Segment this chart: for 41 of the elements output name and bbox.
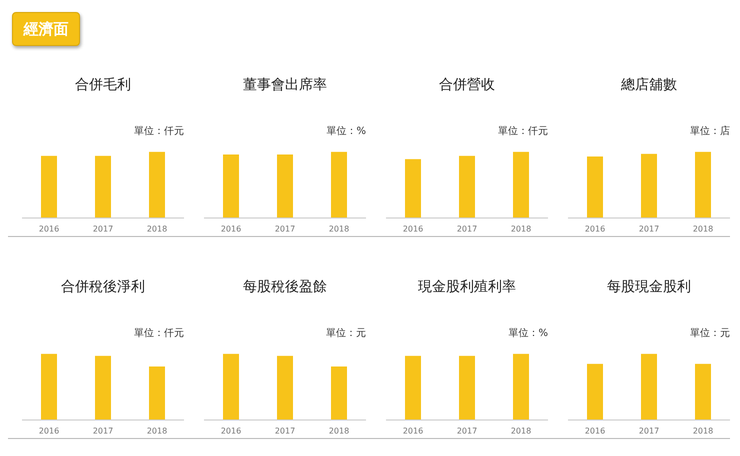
text: 單位：% [507, 327, 549, 340]
x-tick-label: 2017 [638, 426, 660, 436]
x-tick-label: 2017 [274, 426, 296, 436]
text: 單位：元 [689, 327, 731, 340]
x-tick-label: 2017 [92, 224, 114, 234]
x-tick-label: 2016 [220, 224, 242, 234]
x-tick-label: 2016 [402, 426, 424, 436]
text: 單位：店 [689, 124, 731, 138]
text: 單位：仟元 [497, 125, 549, 138]
text: 單位：元 [325, 327, 367, 340]
x-tick-label: 2018 [146, 426, 168, 436]
chart-title: 合併毛利 [74, 76, 132, 95]
chart-title: 總店舖數 [620, 76, 678, 95]
x-tick-label: 2018 [692, 426, 714, 436]
x-tick-label: 2018 [510, 426, 532, 436]
x-tick-label: 2018 [328, 224, 350, 234]
x-tick-label: 2017 [638, 224, 660, 234]
chart-title: 董事會出席率 [242, 76, 328, 95]
chart-title: 每股稅後盈餘 [242, 278, 328, 297]
x-tick-label: 2017 [456, 224, 478, 234]
x-tick-label: 2017 [274, 224, 296, 234]
x-tick-label: 2016 [38, 426, 60, 436]
x-tick-label: 2018 [692, 224, 714, 234]
text: 經濟面 [12, 12, 80, 46]
text: 單位：仟元 [133, 327, 185, 340]
chart-title: 合併稅後淨利 [60, 278, 146, 297]
chart-title: 每股現金股利 [606, 278, 692, 297]
x-tick-label: 2018 [510, 224, 532, 234]
x-tick-label: 2018 [146, 224, 168, 234]
chart-title: 現金股利殖利率 [417, 278, 517, 297]
x-tick-label: 2017 [92, 426, 114, 436]
chart-title: 合併營收 [438, 76, 496, 95]
x-tick-label: 2016 [38, 224, 60, 234]
x-tick-label: 2016 [220, 426, 242, 436]
x-tick-label: 2016 [584, 426, 606, 436]
x-tick-label: 2017 [456, 426, 478, 436]
x-tick-label: 2016 [584, 224, 606, 234]
text: 單位：仟元 [133, 125, 185, 138]
x-tick-label: 2016 [402, 224, 424, 234]
text: 單位：% [325, 125, 367, 138]
x-tick-label: 2018 [328, 426, 350, 436]
